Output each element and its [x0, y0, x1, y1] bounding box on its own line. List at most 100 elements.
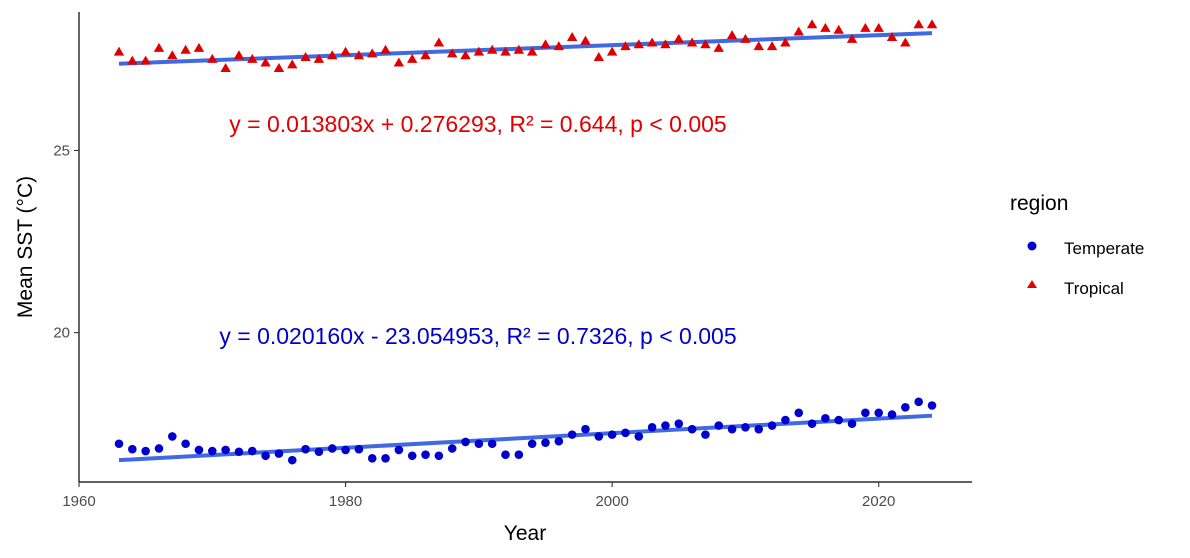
x-axis-ticks: 1960 1980 2000 2020: [62, 482, 895, 510]
data-point-tropical: [593, 52, 605, 62]
data-point-tropical: [780, 37, 791, 47]
plot-area: [113, 19, 938, 465]
y-tick-label: 20: [53, 325, 70, 342]
data-point-tropical: [380, 44, 391, 54]
legend-temperate-label: Temperate: [1064, 239, 1144, 258]
data-point-temperate: [274, 449, 284, 458]
data-point-temperate: [247, 446, 257, 456]
data-point-temperate: [207, 446, 217, 456]
legend-temperate-marker: [1027, 241, 1037, 251]
data-point-temperate: [794, 408, 804, 418]
data-point-temperate: [181, 439, 190, 449]
data-point-tropical: [873, 22, 884, 32]
data-point-tropical: [740, 33, 751, 43]
legend-tropical-label: Tropical: [1064, 279, 1124, 298]
data-point-temperate: [581, 424, 590, 434]
data-point-tropical: [247, 53, 258, 63]
data-point-temperate: [421, 450, 430, 459]
data-point-temperate: [381, 454, 390, 463]
data-point-temperate: [847, 419, 857, 429]
data-point-tropical: [287, 59, 298, 69]
data-point-temperate: [607, 430, 617, 439]
data-point-tropical: [793, 26, 804, 36]
data-point-tropical: [686, 37, 698, 47]
data-point-temperate: [861, 408, 870, 418]
data-point-tropical: [846, 33, 858, 43]
data-point-tropical: [606, 46, 618, 56]
data-point-tropical: [726, 30, 738, 40]
legend: region Temperate Tropical: [1010, 192, 1144, 298]
data-point-tropical: [513, 44, 525, 54]
data-point-tropical: [140, 55, 151, 65]
x-tick-label: 1960: [62, 493, 95, 510]
data-point-temperate: [674, 419, 684, 429]
data-point-tropical: [913, 19, 924, 29]
data-point-temperate: [901, 403, 910, 412]
data-point-tropical: [713, 42, 724, 52]
data-point-tropical: [340, 46, 351, 56]
data-point-tropical: [553, 41, 565, 51]
trend-lines: [118, 31, 933, 463]
data-point-tropical: [260, 57, 271, 67]
data-point-tropical: [327, 50, 338, 60]
data-point-temperate: [501, 450, 510, 459]
data-point-temperate: [767, 421, 777, 430]
data-point-temperate: [647, 423, 657, 432]
tropical-regression-annotation: y = 0.013803x + 0.276293, R² = 0.644, p …: [229, 111, 726, 137]
data-point-temperate: [341, 445, 350, 455]
data-point-temperate: [261, 451, 270, 461]
data-point-tropical: [620, 41, 631, 51]
data-point-tropical: [167, 50, 178, 60]
data-point-tropical: [420, 50, 431, 60]
data-point-temperate: [874, 408, 884, 418]
data-point-tropical: [367, 48, 378, 58]
data-point-tropical: [900, 37, 911, 47]
x-axis-title: Year: [504, 522, 546, 545]
data-point-temperate: [287, 455, 297, 465]
data-point-tropical: [446, 48, 458, 58]
data-point-tropical: [833, 24, 844, 34]
data-point-temperate: [194, 445, 204, 455]
data-point-tropical: [646, 37, 658, 47]
data-point-tropical: [460, 50, 471, 60]
data-point-tropical: [207, 53, 218, 63]
data-point-temperate: [514, 450, 524, 459]
data-point-temperate: [541, 438, 550, 447]
data-point-tropical: [153, 42, 165, 52]
data-point-temperate: [367, 454, 377, 463]
data-point-temperate: [154, 444, 164, 453]
data-point-tropical: [753, 41, 764, 51]
data-point-temperate: [887, 410, 897, 419]
data-point-tropical: [660, 39, 671, 49]
data-point-temperate: [914, 397, 923, 407]
data-point-temperate: [327, 444, 337, 453]
data-point-temperate: [661, 421, 670, 430]
data-point-tropical: [540, 39, 551, 49]
data-point-tropical: [806, 19, 818, 29]
data-point-temperate: [527, 439, 537, 449]
data-point-temperate: [394, 445, 404, 455]
data-point-temperate: [314, 447, 324, 457]
data-point-temperate: [234, 447, 244, 457]
data-point-temperate: [807, 419, 817, 429]
data-point-temperate: [821, 413, 830, 423]
data-point-tropical: [580, 35, 591, 45]
data-point-temperate: [594, 432, 604, 441]
data-point-tropical: [766, 41, 778, 51]
data-point-tropical: [526, 46, 538, 56]
data-point-tropical: [926, 19, 938, 29]
data-point-temperate: [167, 432, 177, 441]
data-point-temperate: [461, 437, 470, 447]
y-tick-label: 25: [53, 142, 70, 159]
data-point-temperate: [781, 415, 790, 425]
data-point-temperate: [727, 424, 737, 434]
data-point-temperate: [114, 439, 124, 449]
data-point-temperate: [434, 451, 444, 461]
data-point-temperate: [474, 439, 484, 449]
x-tick-label: 1980: [329, 493, 362, 510]
data-point-temperate: [634, 432, 644, 441]
data-point-tropical: [860, 22, 871, 32]
data-point-temperate: [407, 451, 417, 461]
